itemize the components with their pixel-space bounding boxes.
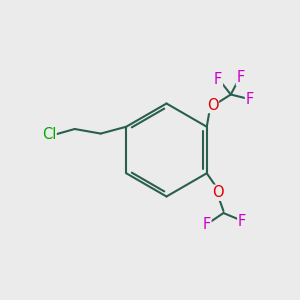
Text: F: F bbox=[245, 92, 254, 107]
Text: F: F bbox=[202, 217, 211, 232]
Text: O: O bbox=[212, 185, 224, 200]
Text: F: F bbox=[238, 214, 246, 229]
Text: O: O bbox=[207, 98, 218, 112]
Text: Cl: Cl bbox=[42, 127, 56, 142]
Text: F: F bbox=[214, 72, 222, 87]
Text: F: F bbox=[236, 70, 245, 85]
